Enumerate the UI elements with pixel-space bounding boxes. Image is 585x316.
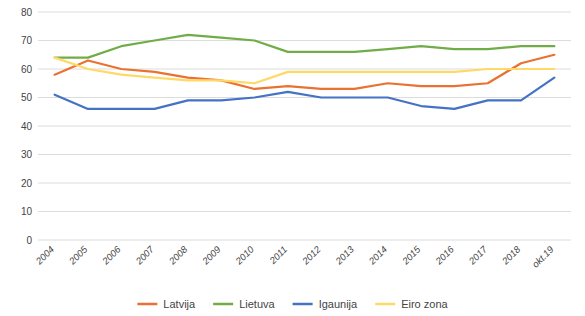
- x-tick-label: 2014: [366, 244, 389, 267]
- x-tick-label: 2018: [499, 243, 523, 267]
- x-tick-label: 2011: [266, 244, 289, 267]
- x-tick-label: 2015: [399, 243, 423, 267]
- x-tick-label: 2017: [466, 243, 490, 267]
- x-tick-label: 2009: [199, 243, 223, 267]
- legend-swatch: [293, 303, 313, 306]
- x-tick-label: 2007: [133, 243, 157, 267]
- x-tick-label: 2005: [66, 243, 90, 267]
- legend-item: Lietuva: [213, 298, 275, 310]
- grid-line: [38, 126, 571, 127]
- grid-line: [38, 154, 571, 155]
- y-tick-label: 80: [21, 7, 33, 18]
- y-tick-label: 40: [21, 121, 33, 132]
- x-tick-label: 2004: [33, 244, 56, 267]
- x-tick-label: 2013: [332, 243, 356, 267]
- grid-line: [38, 12, 571, 13]
- y-tick-label: 20: [21, 178, 33, 189]
- legend-swatch: [375, 303, 395, 306]
- grid: [38, 12, 571, 240]
- y-axis: 0 10 20 30 40 50 60 70 80: [21, 7, 33, 246]
- x-axis: 2004 2005 2006 2007 2008 2009 2010 2011 2012 2013…: [33, 243, 557, 270]
- y-tick-label: 0: [26, 235, 32, 246]
- x-tick-label: 2016: [432, 243, 456, 267]
- legend-swatch: [137, 303, 157, 306]
- series-line: [55, 55, 555, 89]
- legend-swatch: [213, 303, 233, 306]
- x-tick-label: okt.19: [530, 243, 557, 270]
- legend-item: Eiro zona: [375, 298, 448, 310]
- grid-line: [38, 97, 571, 98]
- legend-item: Latvija: [137, 298, 196, 310]
- grid-line: [38, 183, 571, 184]
- x-tick-label: 2006: [99, 243, 123, 267]
- y-tick-label: 10: [21, 206, 33, 217]
- x-tick-label: 2010: [233, 243, 257, 267]
- series-line: [55, 78, 555, 109]
- series-line: [55, 58, 555, 84]
- y-tick-label: 60: [21, 64, 33, 75]
- y-tick-label: 50: [21, 92, 33, 103]
- legend-label: Lietuva: [239, 298, 275, 310]
- x-tick-label: 2012: [299, 243, 323, 267]
- grid-line: [38, 240, 571, 241]
- legend: Latvija Lietuva Igaunija Eiro zona: [137, 298, 448, 310]
- lines: [55, 35, 555, 109]
- series-line: [55, 35, 555, 58]
- x-tick-label: 2008: [166, 243, 190, 267]
- y-tick-label: 30: [21, 149, 33, 160]
- legend-label: Eiro zona: [401, 298, 448, 310]
- legend-item: Igaunija: [293, 298, 358, 310]
- chart: 0102030405060708020042005200620072008200…: [0, 0, 585, 316]
- y-tick-label: 70: [21, 35, 33, 46]
- legend-label: Latvija: [163, 298, 196, 310]
- grid-line: [38, 211, 571, 212]
- grid-line: [38, 40, 571, 41]
- legend-label: Igaunija: [319, 298, 358, 310]
